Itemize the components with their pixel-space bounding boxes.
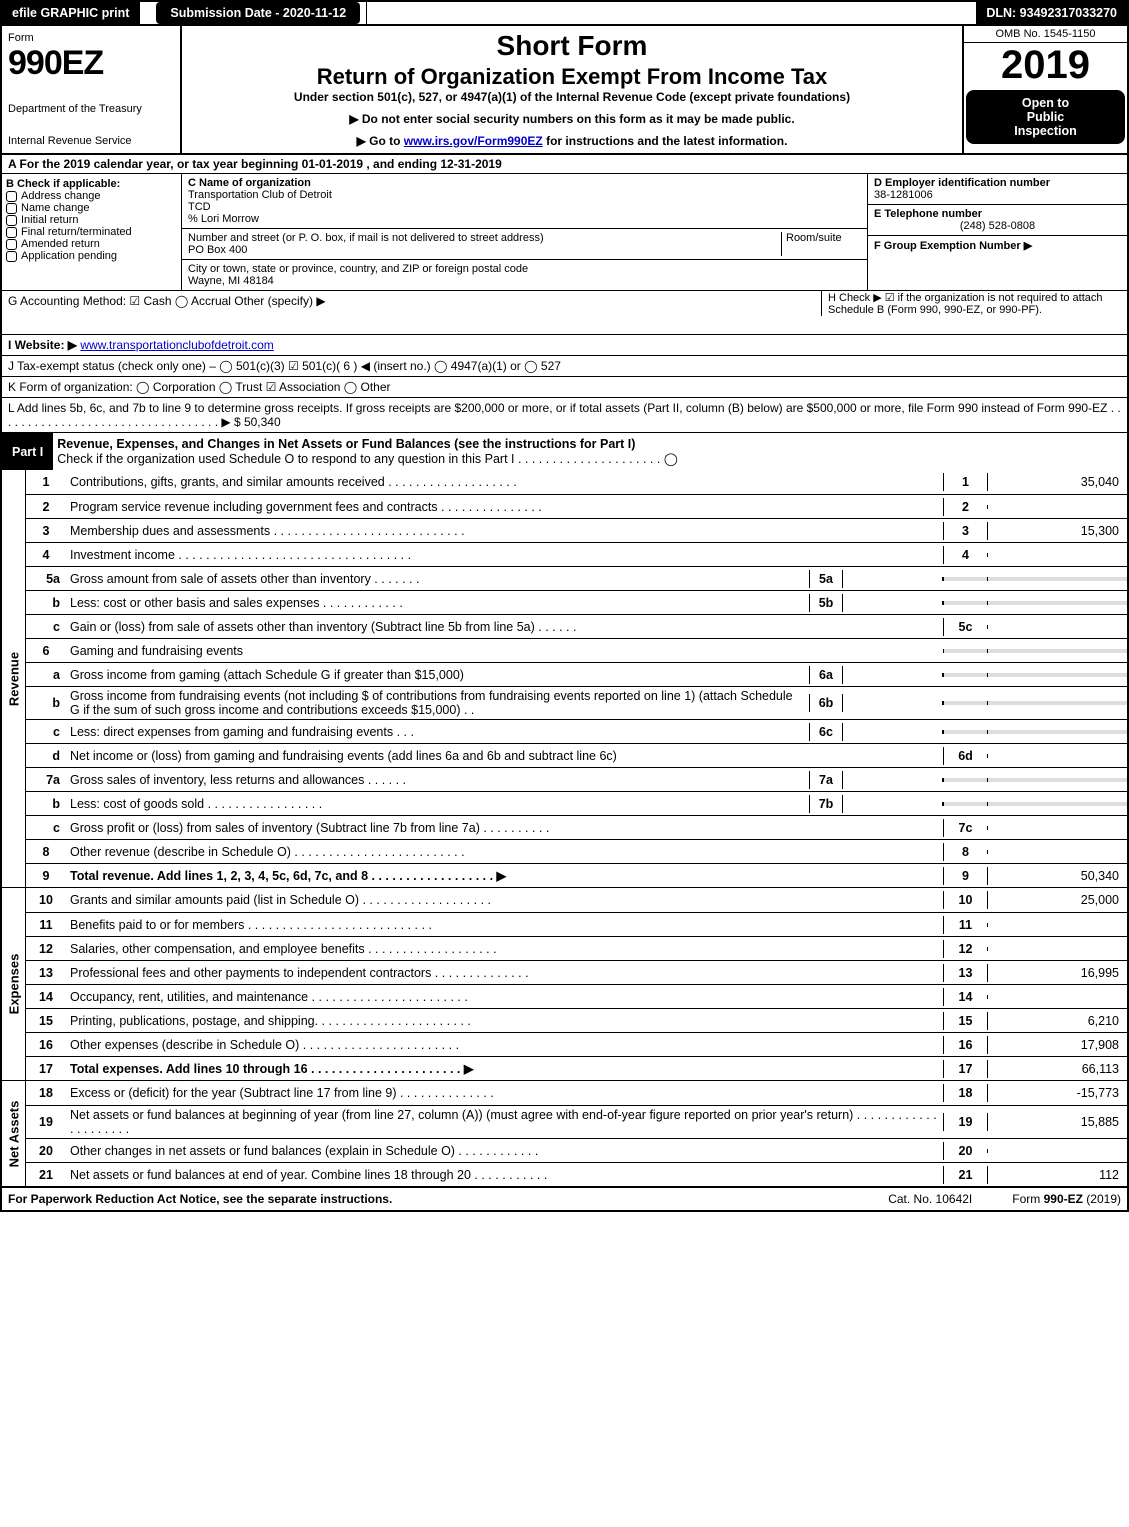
chk-name[interactable]: Name change (21, 202, 90, 214)
line-6: 6 Gaming and fundraising events (26, 638, 1127, 662)
period-row: A For the 2019 calendar year, or tax yea… (2, 155, 1127, 174)
part1-check: Check if the organization used Schedule … (57, 452, 678, 466)
dept-treasury: Department of the Treasury (8, 103, 174, 115)
c-label: C Name of organization (188, 177, 861, 189)
line-2: 2 Program service revenue including gove… (26, 494, 1127, 518)
care-of: % Lori Morrow (188, 213, 861, 225)
line-14: 14 Occupancy, rent, utilities, and maint… (26, 984, 1127, 1008)
chk-address[interactable]: Address change (21, 190, 101, 202)
form-subtitle: Under section 501(c), 527, or 4947(a)(1)… (186, 90, 958, 104)
line-5a: 5a Gross amount from sale of assets othe… (26, 566, 1127, 590)
tax-year: 2019 (964, 43, 1127, 88)
expenses-section: Expenses 10 Grants and similar amounts p… (2, 888, 1127, 1081)
line-11: 11 Benefits paid to or for members . . .… (26, 912, 1127, 936)
footer-center: Cat. No. 10642I (888, 1192, 972, 1206)
line-21: 21 Net assets or fund balances at end of… (26, 1162, 1127, 1186)
ein: 38-1281006 (874, 189, 1121, 201)
street: PO Box 400 (188, 244, 781, 256)
form-label: Form (8, 32, 174, 44)
row-i: I Website: ▶ www.transportationclubofdet… (2, 335, 1127, 356)
room-label: Room/suite (781, 232, 861, 256)
footer-left: For Paperwork Reduction Act Notice, see … (8, 1192, 392, 1206)
open-public-badge: Open to Public Inspection (966, 90, 1125, 144)
line-6b: b Gross income from fundraising events (… (26, 686, 1127, 719)
chk-pending[interactable]: Application pending (21, 250, 117, 262)
dln-label: DLN: 93492317033270 (976, 2, 1127, 24)
line-19: 19 Net assets or fund balances at beginn… (26, 1105, 1127, 1138)
line-6d: d Net income or (loss) from gaming and f… (26, 743, 1127, 767)
line-7c: c Gross profit or (loss) from sales of i… (26, 815, 1127, 839)
expenses-label: Expenses (6, 954, 21, 1015)
short-form-title: Short Form (186, 30, 958, 62)
chk-amended[interactable]: Amended return (21, 238, 100, 250)
chk-initial[interactable]: Initial return (21, 214, 78, 226)
chk-final[interactable]: Final return/terminated (21, 226, 132, 238)
revenue-label: Revenue (6, 651, 21, 705)
city: Wayne, MI 48184 (188, 275, 861, 287)
form-container: efile GRAPHIC print Submission Date - 20… (0, 0, 1129, 1212)
line-6c: c Less: direct expenses from gaming and … (26, 719, 1127, 743)
footer: For Paperwork Reduction Act Notice, see … (2, 1188, 1127, 1210)
top-bar: efile GRAPHIC print Submission Date - 20… (2, 2, 1127, 26)
org-abbr: TCD (188, 201, 861, 213)
line-8: 8 Other revenue (describe in Schedule O)… (26, 839, 1127, 863)
line-9: 9 Total revenue. Add lines 1, 2, 3, 4, 5… (26, 863, 1127, 887)
omb-number: OMB No. 1545-1150 (964, 26, 1127, 43)
row-k: K Form of organization: ◯ Corporation ◯ … (2, 377, 1127, 398)
irs-link[interactable]: www.irs.gov/Form990EZ (404, 134, 543, 148)
instruction-ssn: ▶ Do not enter social security numbers o… (186, 112, 958, 126)
b-header: B Check if applicable: (6, 178, 177, 190)
line-5b: b Less: cost or other basis and sales ex… (26, 590, 1127, 614)
f-label: F Group Exemption Number ▶ (874, 239, 1121, 252)
form-number: 990EZ (8, 44, 174, 83)
revenue-section: Revenue 1 Contributions, gifts, grants, … (2, 470, 1127, 888)
row-g: G Accounting Method: ☑ Cash ◯ Accrual Ot… (2, 291, 1127, 335)
line-4: 4 Investment income . . . . . . . . . . … (26, 542, 1127, 566)
line-7a: 7a Gross sales of inventory, less return… (26, 767, 1127, 791)
line-20: 20 Other changes in net assets or fund b… (26, 1138, 1127, 1162)
line-17: 17 Total expenses. Add lines 10 through … (26, 1056, 1127, 1080)
line-16: 16 Other expenses (describe in Schedule … (26, 1032, 1127, 1056)
line-15: 15 Printing, publications, postage, and … (26, 1008, 1127, 1032)
instruction-link: ▶ Go to www.irs.gov/Form990EZ for instru… (186, 134, 958, 148)
line-18: 18 Excess or (deficit) for the year (Sub… (26, 1081, 1127, 1105)
submission-date-badge: Submission Date - 2020-11-12 (156, 2, 360, 24)
form-header: Form 990EZ Department of the Treasury In… (2, 26, 1127, 155)
netassets-section: Net Assets 18 Excess or (deficit) for th… (2, 1081, 1127, 1188)
line-1: 1 Contributions, gifts, grants, and simi… (26, 470, 1127, 494)
line-3: 3 Membership dues and assessments . . . … (26, 518, 1127, 542)
line-7b: b Less: cost of goods sold . . . . . . .… (26, 791, 1127, 815)
line-10: 10 Grants and similar amounts paid (list… (26, 888, 1127, 912)
row-l: L Add lines 5b, 6c, and 7b to line 9 to … (2, 398, 1127, 433)
org-name: Transportation Club of Detroit (188, 189, 861, 201)
e-label: E Telephone number (874, 208, 1121, 220)
entity-block: B Check if applicable: Address change Na… (2, 174, 1127, 291)
dept-irs: Internal Revenue Service (8, 135, 174, 147)
line-13: 13 Professional fees and other payments … (26, 960, 1127, 984)
street-label: Number and street (or P. O. box, if mail… (188, 232, 781, 244)
line-12: 12 Salaries, other compensation, and emp… (26, 936, 1127, 960)
section-b: B Check if applicable: Address change Na… (2, 174, 182, 290)
part1-title: Revenue, Expenses, and Changes in Net As… (57, 437, 635, 451)
city-label: City or town, state or province, country… (188, 263, 861, 275)
line-5c: c Gain or (loss) from sale of assets oth… (26, 614, 1127, 638)
phone: (248) 528-0808 (874, 220, 1121, 232)
part1-label: Part I (2, 441, 53, 463)
d-label: D Employer identification number (874, 177, 1121, 189)
efile-print-button[interactable]: efile GRAPHIC print (2, 2, 140, 24)
footer-right: Form 990-EZ (2019) (1012, 1192, 1121, 1206)
form-title: Return of Organization Exempt From Incom… (186, 64, 958, 90)
line-6a: a Gross income from gaming (attach Sched… (26, 662, 1127, 686)
row-j: J Tax-exempt status (check only one) – ◯… (2, 356, 1127, 377)
accounting-method: G Accounting Method: ☑ Cash ◯ Accrual Ot… (8, 294, 326, 308)
part1-header: Part I Revenue, Expenses, and Changes in… (2, 433, 1127, 470)
netassets-label: Net Assets (6, 1100, 21, 1167)
row-h: H Check ▶ ☑ if the organization is not r… (821, 291, 1121, 316)
website-link[interactable]: www.transportationclubofdetroit.com (80, 338, 273, 352)
